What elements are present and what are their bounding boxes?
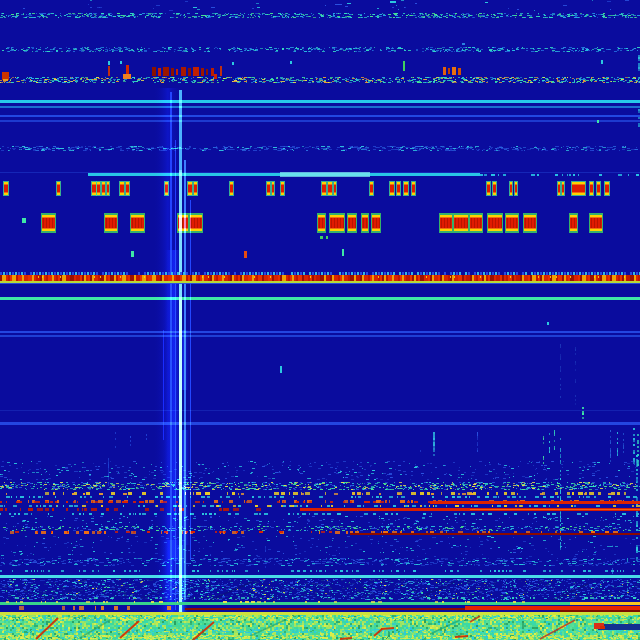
spectrogram-view xyxy=(0,0,640,640)
spectrogram-canvas xyxy=(0,0,640,640)
